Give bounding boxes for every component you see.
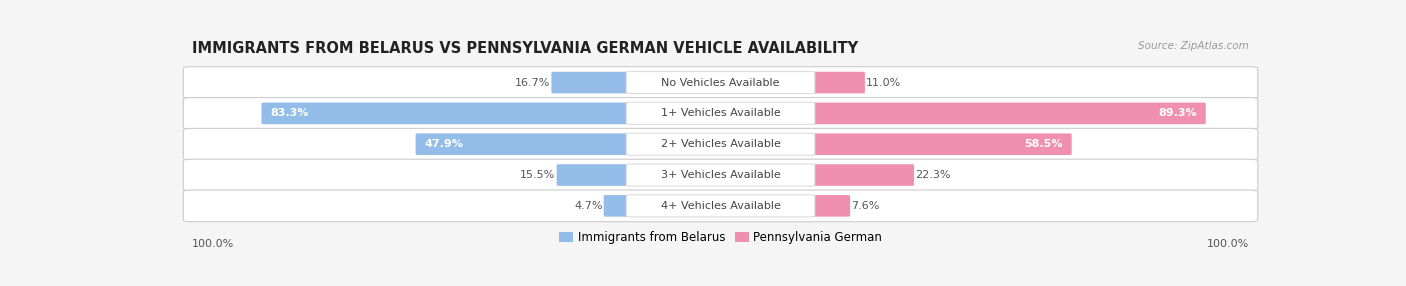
FancyBboxPatch shape <box>626 102 815 124</box>
Text: 1+ Vehicles Available: 1+ Vehicles Available <box>661 108 780 118</box>
FancyBboxPatch shape <box>810 72 865 93</box>
Legend: Immigrants from Belarus, Pennsylvania German: Immigrants from Belarus, Pennsylvania Ge… <box>554 226 887 249</box>
Text: IMMIGRANTS FROM BELARUS VS PENNSYLVANIA GERMAN VEHICLE AVAILABILITY: IMMIGRANTS FROM BELARUS VS PENNSYLVANIA … <box>193 41 858 56</box>
Text: 4.7%: 4.7% <box>574 201 603 211</box>
Text: 3+ Vehicles Available: 3+ Vehicles Available <box>661 170 780 180</box>
Text: 83.3%: 83.3% <box>270 108 308 118</box>
Text: 15.5%: 15.5% <box>520 170 555 180</box>
Text: 16.7%: 16.7% <box>515 78 550 88</box>
Text: 100.0%: 100.0% <box>1206 239 1249 249</box>
Text: 11.0%: 11.0% <box>866 78 901 88</box>
Text: 100.0%: 100.0% <box>193 239 235 249</box>
Text: Source: ZipAtlas.com: Source: ZipAtlas.com <box>1139 41 1249 51</box>
FancyBboxPatch shape <box>626 72 815 94</box>
FancyBboxPatch shape <box>183 190 1258 222</box>
Text: 58.5%: 58.5% <box>1025 139 1063 149</box>
FancyBboxPatch shape <box>183 98 1258 129</box>
FancyBboxPatch shape <box>626 133 815 155</box>
FancyBboxPatch shape <box>626 164 815 186</box>
FancyBboxPatch shape <box>810 195 851 217</box>
FancyBboxPatch shape <box>626 195 815 217</box>
Text: 4+ Vehicles Available: 4+ Vehicles Available <box>661 201 780 211</box>
Text: 22.3%: 22.3% <box>915 170 950 180</box>
Text: 7.6%: 7.6% <box>851 201 880 211</box>
Text: 47.9%: 47.9% <box>425 139 463 149</box>
FancyBboxPatch shape <box>551 72 631 93</box>
FancyBboxPatch shape <box>810 133 1071 155</box>
FancyBboxPatch shape <box>810 164 914 186</box>
Text: 89.3%: 89.3% <box>1159 108 1197 118</box>
FancyBboxPatch shape <box>183 128 1258 160</box>
Text: No Vehicles Available: No Vehicles Available <box>661 78 780 88</box>
FancyBboxPatch shape <box>810 103 1206 124</box>
FancyBboxPatch shape <box>183 67 1258 98</box>
FancyBboxPatch shape <box>557 164 631 186</box>
FancyBboxPatch shape <box>262 103 631 124</box>
FancyBboxPatch shape <box>416 133 631 155</box>
FancyBboxPatch shape <box>603 195 631 217</box>
FancyBboxPatch shape <box>183 159 1258 191</box>
Text: 2+ Vehicles Available: 2+ Vehicles Available <box>661 139 780 149</box>
